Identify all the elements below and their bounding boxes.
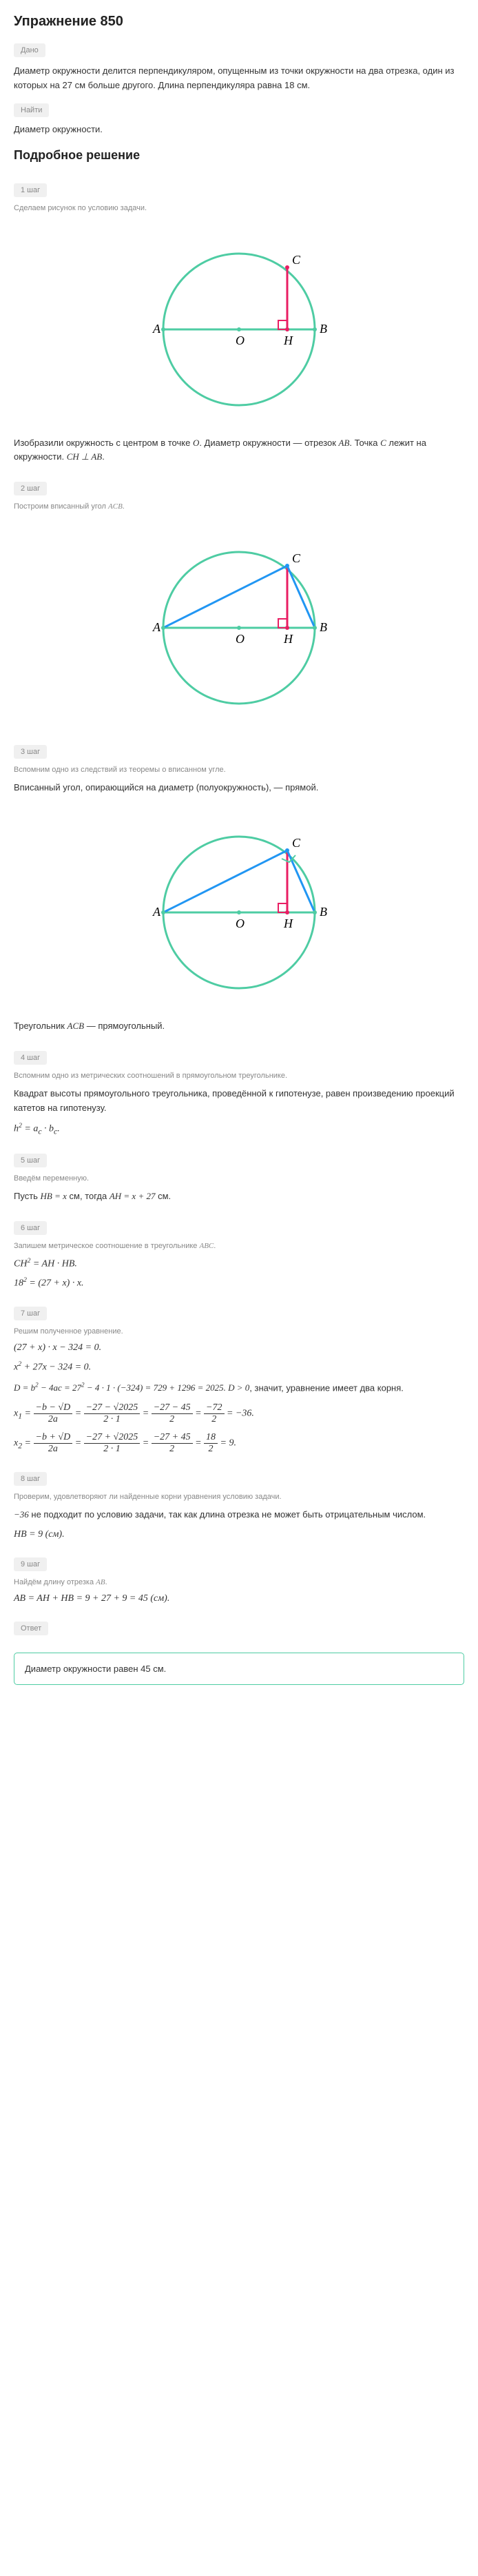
svg-text:C: C bbox=[292, 836, 301, 850]
step4-desc: Вспомним одно из метрических соотношений… bbox=[14, 1072, 464, 1080]
step6-desc: Запишем метрическое соотношение в треуго… bbox=[14, 1242, 464, 1250]
step6-badge: 6 шаг bbox=[14, 1221, 47, 1235]
svg-text:A: A bbox=[152, 322, 161, 336]
step7-line2: x2 + 27x − 324 = 0. bbox=[14, 1360, 464, 1373]
step5-badge: 5 шаг bbox=[14, 1154, 47, 1167]
answer-box: Диаметр окружности равен 45 см. bbox=[14, 1653, 464, 1685]
svg-text:B: B bbox=[320, 620, 327, 634]
step3-desc: Вспомним одно из следствий из теоремы о … bbox=[14, 766, 464, 774]
svg-text:C: C bbox=[292, 551, 301, 565]
step6-formula2: 182 = (27 + x) · x. bbox=[14, 1276, 464, 1289]
exercise-title: Упражнение 850 bbox=[14, 14, 464, 30]
step7-x1: x1 = −b − √D2a = −27 − √20252 · 1 = −27 … bbox=[14, 1402, 464, 1425]
diagram-2: A B C O H bbox=[14, 524, 464, 721]
answer-badge: Ответ bbox=[14, 1622, 48, 1635]
svg-text:O: O bbox=[236, 917, 245, 930]
diagram-3: A B C O H bbox=[14, 809, 464, 1005]
step7-line1: (27 + x) · x − 324 = 0. bbox=[14, 1342, 464, 1353]
svg-text:H: H bbox=[283, 632, 293, 646]
step7-line3: D = b2 − 4ac = 272 − 4 · 1 · (−324) = 72… bbox=[14, 1380, 464, 1396]
step8-text: −36 не подходит по условию задачи, так к… bbox=[14, 1508, 464, 1522]
step1-desc: Сделаем рисунок по условию задачи. bbox=[14, 204, 464, 212]
step5-desc: Введём переменную. bbox=[14, 1174, 464, 1183]
svg-text:B: B bbox=[320, 322, 327, 336]
step5-text: Пусть HB = x см, тогда AH = x + 27 см. bbox=[14, 1189, 464, 1204]
step8-formula: HB = 9 (см). bbox=[14, 1529, 464, 1540]
step3-conclusion: Треугольник ACB — прямоугольный. bbox=[14, 1019, 464, 1034]
svg-text:B: B bbox=[320, 905, 327, 919]
step4-formula: h2 = ac · bc. bbox=[14, 1122, 464, 1136]
step7-desc: Решим полученное уравнение. bbox=[14, 1327, 464, 1336]
step9-desc: Найдём длину отрезка AB. bbox=[14, 1578, 464, 1586]
step7-badge: 7 шаг bbox=[14, 1307, 47, 1320]
step3-badge: 3 шаг bbox=[14, 745, 47, 759]
solution-header: Подробное решение bbox=[14, 148, 464, 163]
given-text: Диаметр окружности делится перпендикуляр… bbox=[14, 64, 464, 93]
step2-desc: Построим вписанный угол ACB. bbox=[14, 502, 464, 511]
step8-desc: Проверим, удовлетворяют ли найденные кор… bbox=[14, 1493, 464, 1501]
step9-badge: 9 шаг bbox=[14, 1557, 47, 1571]
svg-text:H: H bbox=[283, 334, 293, 347]
step1-text: Изобразили окружность с центром в точке … bbox=[14, 436, 464, 465]
step1-badge: 1 шаг bbox=[14, 183, 47, 197]
svg-text:O: O bbox=[236, 632, 245, 646]
svg-text:C: C bbox=[292, 253, 301, 267]
find-badge: Найти bbox=[14, 103, 49, 117]
step4-badge: 4 шаг bbox=[14, 1051, 47, 1065]
svg-text:O: O bbox=[236, 334, 245, 347]
step6-formula1: CH2 = AH · HB. bbox=[14, 1257, 464, 1270]
given-badge: Дано bbox=[14, 43, 45, 57]
svg-text:A: A bbox=[152, 905, 161, 919]
svg-text:H: H bbox=[283, 917, 293, 930]
step3-text: Вписанный угол, опирающийся на диаметр (… bbox=[14, 781, 464, 795]
diagram-1: A B C O H bbox=[14, 226, 464, 422]
step9-formula: AB = AH + HB = 9 + 27 + 9 = 45 (см). bbox=[14, 1593, 464, 1604]
svg-text:A: A bbox=[152, 620, 161, 634]
find-text: Диаметр окружности. bbox=[14, 124, 464, 134]
step8-badge: 8 шаг bbox=[14, 1472, 47, 1486]
step7-x2: x2 = −b + √D2a = −27 + √20252 · 1 = −27 … bbox=[14, 1432, 464, 1455]
step4-text: Квадрат высоты прямоугольного треугольни… bbox=[14, 1087, 464, 1116]
step2-badge: 2 шаг bbox=[14, 482, 47, 495]
